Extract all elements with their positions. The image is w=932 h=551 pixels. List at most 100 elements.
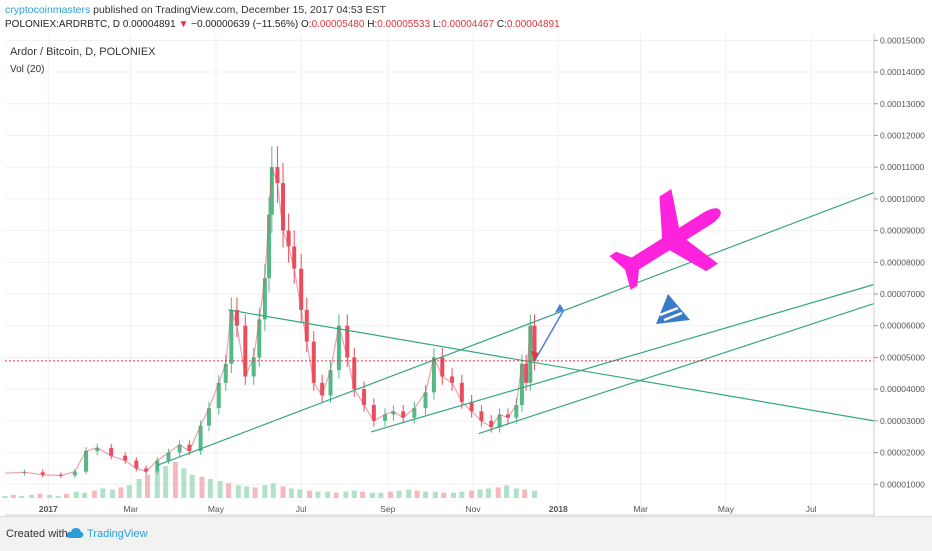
candle-body <box>311 341 316 383</box>
volume-bar <box>2 495 8 498</box>
high-label: H: <box>367 19 378 30</box>
candle-body <box>234 309 239 326</box>
volume-bar <box>73 491 79 498</box>
volume-bar <box>63 493 69 498</box>
candle-body <box>187 444 192 451</box>
tradingview-cloud-icon[interactable] <box>66 526 84 540</box>
airplane-shape <box>609 189 721 290</box>
volume-bar <box>270 483 276 498</box>
y-axis: 0.00015000 0.00014000 0.00013000 0.00012000… <box>873 34 932 516</box>
volume-bar <box>532 490 538 498</box>
volume-bar <box>469 490 475 498</box>
volume-bar <box>189 474 195 498</box>
volume-bar <box>262 485 268 498</box>
volume-bar <box>47 494 53 498</box>
candle-body <box>336 325 341 371</box>
volume-bar <box>100 488 106 498</box>
volume-bar <box>235 485 241 498</box>
candle-body <box>362 389 367 406</box>
high-value: 0.00005533 <box>377 19 431 30</box>
candle-body <box>401 411 406 418</box>
candle-body <box>40 472 45 475</box>
candle-body <box>292 246 297 269</box>
x-tick-label: Nov <box>465 504 481 514</box>
x-tick-label: 2018 <box>549 504 568 514</box>
y-tick-label: 0.00007000 <box>880 289 925 299</box>
volume-bar <box>226 483 232 498</box>
created-with-text: Created with <box>6 528 68 540</box>
candle-body <box>144 468 149 472</box>
y-tick-label: 0.00008000 <box>880 257 925 267</box>
chart-grid <box>5 34 874 516</box>
candle-body <box>383 414 388 421</box>
volume-bar <box>307 490 313 498</box>
x-tick-label: Mar <box>123 504 138 514</box>
chart-title: Ardor / Bitcoin, D, POLONIEX <box>10 46 156 58</box>
x-tick-label: May <box>208 504 225 514</box>
candle-body <box>262 278 267 320</box>
volume-bar <box>297 489 303 498</box>
open-value: 0.00005480 <box>311 19 365 30</box>
y-axis-panel <box>874 34 932 516</box>
volume-bar <box>118 487 124 498</box>
candle-body <box>177 444 182 453</box>
candlesticks <box>4 146 537 478</box>
candle-body <box>497 414 502 428</box>
candle-body <box>198 425 203 451</box>
trendline-middle-channel <box>370 283 875 433</box>
volume-bar <box>280 486 286 498</box>
author-link[interactable]: cryptocoinmasters <box>5 4 91 16</box>
volume-bar <box>55 495 61 498</box>
candle-body <box>440 357 445 377</box>
volume-bar <box>29 494 35 498</box>
volume-bar <box>126 485 132 498</box>
candle-body <box>328 370 333 396</box>
trendline-descending <box>228 309 875 422</box>
volume-bar <box>396 490 402 498</box>
volume-bar <box>378 492 384 498</box>
volume-bar <box>351 490 357 498</box>
volume-bar <box>136 478 142 498</box>
trendline-upper-channel <box>157 191 875 466</box>
volume-bar <box>10 494 16 498</box>
candle-body <box>84 450 89 472</box>
volume-bar <box>154 470 160 498</box>
candle-body <box>524 363 529 383</box>
airplane-icon <box>609 189 721 290</box>
candle-body <box>391 411 396 415</box>
volume-bar <box>504 485 510 498</box>
candle-body <box>251 357 256 377</box>
candle-body <box>243 325 248 377</box>
candle-body <box>257 319 262 358</box>
y-tick-label: 0.00012000 <box>880 130 925 140</box>
y-tick-label: 0.00010000 <box>880 194 925 204</box>
x-tick-label: Sep <box>380 504 395 514</box>
ohlc-line: POLONIEX:ARDRBTC, D 0.00004891 ▼ −0.0000… <box>5 19 560 30</box>
x-tick-label: Jul <box>296 504 307 514</box>
candle-body <box>286 230 291 247</box>
volume-bar <box>207 478 213 498</box>
volume-bar <box>495 487 501 498</box>
tradingview-link[interactable]: TradingView <box>87 528 148 540</box>
candle-body <box>352 357 357 390</box>
candle-body <box>223 363 228 383</box>
x-axis: 2017 Mar May Jul Sep Nov 2018 Mar May Jul <box>5 504 874 516</box>
candle-body <box>267 214 272 279</box>
y-tick-label: 0.00014000 <box>880 67 925 77</box>
annotations: 0.00004891 <box>5 189 932 368</box>
volume-bar <box>325 491 331 498</box>
volume-bar <box>360 491 366 498</box>
volume-bar <box>441 492 447 498</box>
volume-bar <box>432 491 438 498</box>
candle-body <box>505 414 510 418</box>
open-label: O: <box>301 19 312 30</box>
y-tick-label: 0.00001000 <box>880 479 925 489</box>
volume-bar <box>217 481 223 498</box>
volume-bar <box>423 491 429 498</box>
volume-bar <box>37 493 43 498</box>
candle-body <box>469 401 474 412</box>
volume-bar <box>19 495 25 498</box>
price-chart[interactable]: 0.00004891 0.00015000 0.00014000 0.0001300… <box>0 34 932 516</box>
y-tick-label: 0.00015000 <box>880 35 925 45</box>
y-tick-label: 0.00011000 <box>880 162 925 172</box>
